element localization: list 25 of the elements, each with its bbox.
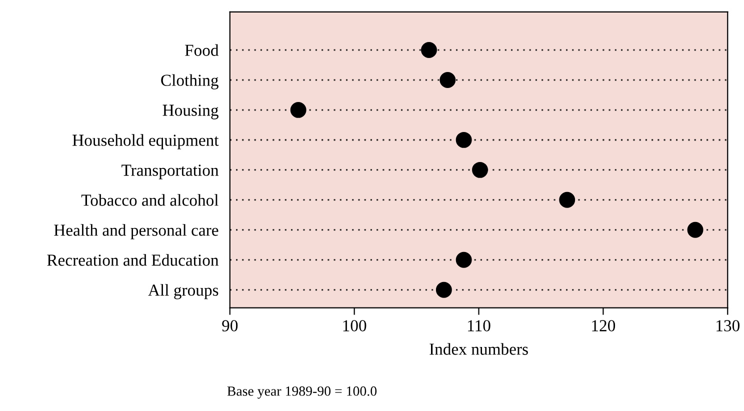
- y-tick-label: Food: [184, 44, 219, 56]
- point: [440, 72, 456, 88]
- x-tick-label: 100: [343, 320, 366, 332]
- point: [436, 282, 452, 298]
- y-tick-label: Tobacco and alcohol: [81, 194, 218, 206]
- point: [559, 192, 576, 208]
- point: [456, 252, 472, 268]
- y-tick-label: Health and personal care: [54, 224, 218, 240]
- x-tick-label: 90: [222, 320, 238, 332]
- point: [687, 222, 704, 238]
- point: [421, 42, 437, 58]
- y-tick-label: All groups: [148, 284, 218, 300]
- y-tick-label: Household equipment: [72, 134, 219, 150]
- y-tick-label: Housing: [162, 104, 218, 120]
- point: [290, 102, 306, 118]
- y-tick-label: Recreation and Education: [47, 254, 219, 266]
- x-tick-label: 120: [592, 320, 616, 332]
- x-axis-title: Index numbers: [430, 343, 528, 355]
- text: Base year 1989-90 = 100.0: [227, 386, 377, 399]
- y-tick-label: Transportation: [122, 164, 219, 180]
- point: [456, 132, 472, 148]
- x-tick-label: 130: [716, 320, 740, 332]
- x-tick-label: 110: [468, 320, 490, 332]
- y-tick-label: Clothing: [161, 74, 218, 90]
- point: [472, 162, 488, 178]
